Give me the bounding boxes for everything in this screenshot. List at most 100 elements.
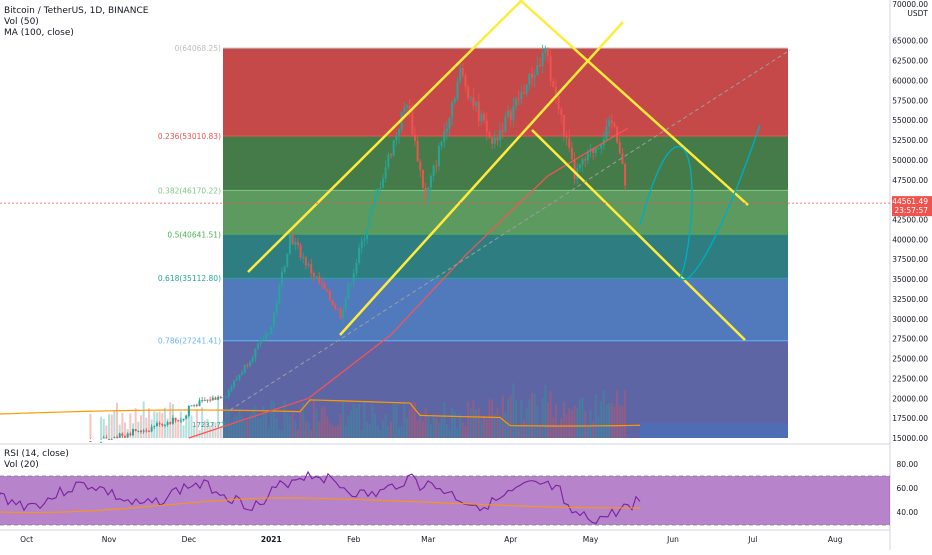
volume-bar <box>616 390 619 438</box>
volume-bar <box>443 402 446 438</box>
volume-bar <box>523 419 526 438</box>
candle-body <box>185 415 188 419</box>
volume-bar <box>233 417 236 438</box>
volume-bar <box>288 415 291 438</box>
candle-body <box>376 188 379 196</box>
candle-body <box>171 417 174 424</box>
candle-body <box>347 284 350 298</box>
volume-bar <box>496 408 499 438</box>
candle-body <box>427 187 430 198</box>
volume-bar <box>517 427 520 438</box>
fib-label: 0.786(27241.41) <box>158 337 221 346</box>
volume-bar <box>605 404 608 438</box>
volume-bar <box>427 414 430 438</box>
volume-bar <box>512 383 515 438</box>
volume-bar <box>483 415 486 438</box>
candle-body <box>469 97 472 99</box>
time-tick-label: Oct <box>20 535 33 544</box>
candle-body <box>445 128 448 132</box>
volume-bar <box>421 421 424 438</box>
candle-body <box>179 420 182 422</box>
fib-label: 0(64068.25) <box>175 44 221 53</box>
candle-body <box>344 297 347 310</box>
candle-body <box>214 397 217 400</box>
fib-zone <box>223 278 788 341</box>
candle-body <box>198 400 201 406</box>
volume-bar <box>217 401 220 438</box>
candle-body <box>105 437 108 439</box>
candle-body <box>209 399 212 401</box>
candle-body <box>597 148 600 150</box>
time-tick-label: Dec <box>182 535 197 544</box>
countdown-label: 23:57:57 <box>894 206 928 215</box>
volume-bar <box>451 407 454 438</box>
candle-body <box>562 114 565 136</box>
candle-body <box>206 399 209 401</box>
rsi-line <box>0 470 641 525</box>
volume-bar <box>440 417 443 438</box>
volume-bar <box>360 429 363 438</box>
candle-body <box>538 64 541 67</box>
volume-bar <box>398 427 400 438</box>
volume-bar <box>358 403 361 438</box>
volume-bar <box>336 425 339 438</box>
candle-body <box>483 113 486 121</box>
current-price-label: 44561.49 <box>892 197 928 206</box>
volume-bar <box>347 415 350 438</box>
candle-body <box>278 284 281 303</box>
candle-body <box>613 122 616 127</box>
volume-bar <box>294 420 297 438</box>
volume-bar <box>435 417 438 438</box>
channel-line <box>339 21 624 336</box>
candle-body <box>448 117 451 129</box>
volume-bar <box>139 415 142 438</box>
volume-profile-box <box>640 423 788 438</box>
volume-bar <box>621 406 624 438</box>
candle-body <box>291 234 294 245</box>
candle-body <box>243 364 246 373</box>
volume-bar <box>597 416 600 438</box>
volume-bar <box>254 406 257 438</box>
candle-body <box>132 429 134 436</box>
price-tick-label: 15000.00 <box>892 434 928 443</box>
volume-bar <box>488 399 491 438</box>
candle-body <box>379 187 382 189</box>
candle-body <box>618 142 621 154</box>
candle-body <box>137 430 140 432</box>
legend-rsi-pane: RSI (14, close) Vol (20) <box>4 449 69 471</box>
legend-ma: MA (100, close) <box>4 28 74 38</box>
volume-bar <box>528 399 531 438</box>
candle-body <box>257 343 260 349</box>
candle-body <box>504 116 507 132</box>
volume-bar <box>525 408 528 438</box>
channel-line <box>247 0 523 273</box>
candle-body <box>592 148 595 154</box>
volume-bar <box>374 413 377 438</box>
candle-body <box>395 135 398 141</box>
candle-body <box>398 129 400 136</box>
candle-body <box>552 80 555 87</box>
candle-body <box>320 282 323 285</box>
volume-bar <box>608 402 611 438</box>
volume-bar <box>509 395 512 438</box>
candle-body <box>525 84 528 94</box>
volume-bar <box>291 413 294 438</box>
volume-bar <box>108 414 111 438</box>
candle-body <box>408 105 411 110</box>
volume-bar <box>464 425 467 438</box>
volume-bar <box>179 411 182 438</box>
candle-body <box>241 372 244 375</box>
volume-inset-label: 17237.77 <box>192 421 225 429</box>
candle-body <box>251 357 254 362</box>
candle-body <box>437 146 440 167</box>
volume-bar <box>230 422 233 438</box>
volume-bar <box>429 424 432 438</box>
volume-bar <box>504 412 507 438</box>
channel-line <box>531 129 746 341</box>
candle-body <box>100 441 103 443</box>
volume-bar <box>310 429 313 438</box>
volume-bar <box>507 398 510 438</box>
volume-bar <box>209 425 212 438</box>
